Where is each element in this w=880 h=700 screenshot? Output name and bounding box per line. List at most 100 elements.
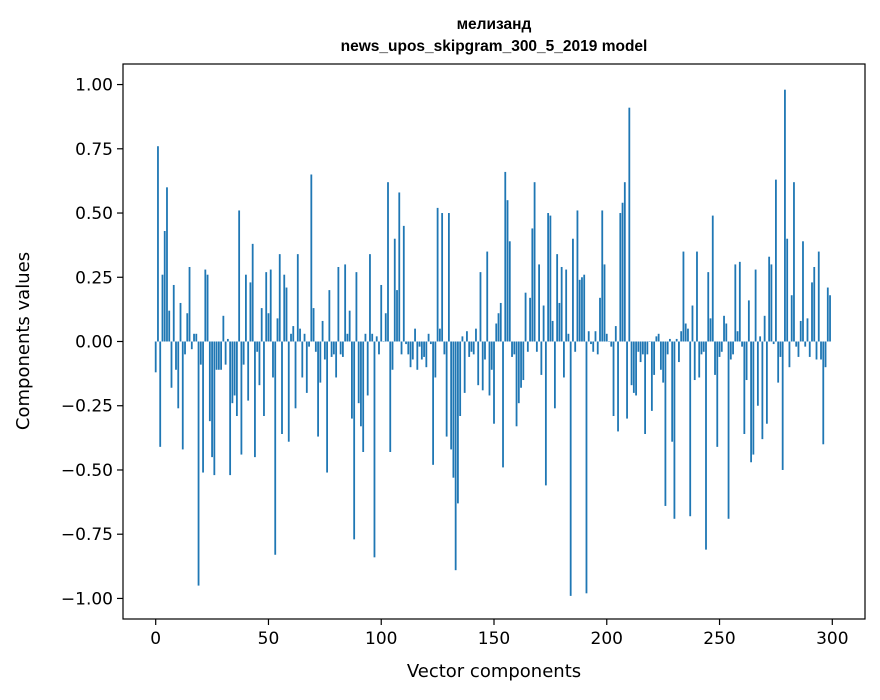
bar-component-266 xyxy=(755,270,757,342)
bar-component-117 xyxy=(419,342,421,347)
y-tick-label: −0.75 xyxy=(61,525,113,545)
y-tick-label: −1.00 xyxy=(61,589,113,609)
bar-component-259 xyxy=(739,262,741,342)
bar-component-257 xyxy=(734,264,736,341)
y-tick-label: −0.25 xyxy=(61,397,113,417)
bar-component-194 xyxy=(592,342,594,352)
bar-component-121 xyxy=(428,334,430,342)
bar-component-109 xyxy=(401,342,403,355)
bar-component-202 xyxy=(610,342,612,347)
bar-component-78 xyxy=(331,342,333,357)
bar-component-128 xyxy=(443,342,445,355)
bar-component-200 xyxy=(606,334,608,342)
bar-component-139 xyxy=(468,342,470,357)
bar-component-220 xyxy=(651,342,653,411)
bar-component-281 xyxy=(789,342,791,368)
chart-title: мелизанд xyxy=(457,16,532,33)
bar-component-148 xyxy=(489,342,491,396)
bar-component-34 xyxy=(231,342,233,404)
bar-component-0 xyxy=(155,342,157,373)
bar-component-39 xyxy=(243,342,245,365)
y-tick-label: 0.25 xyxy=(75,268,113,288)
bar-component-204 xyxy=(615,326,617,341)
bar-component-240 xyxy=(696,252,698,342)
bar-component-173 xyxy=(545,342,547,486)
bar-component-221 xyxy=(653,342,655,375)
bar-component-197 xyxy=(599,298,601,342)
bar-component-123 xyxy=(432,342,434,465)
bar-component-265 xyxy=(752,342,754,455)
bar-component-163 xyxy=(522,342,524,381)
bar-component-292 xyxy=(813,267,815,342)
bar-component-91 xyxy=(360,342,362,427)
bar-component-28 xyxy=(218,342,220,370)
bar-component-125 xyxy=(437,208,439,342)
bar-component-76 xyxy=(326,342,328,473)
bar-component-172 xyxy=(543,306,545,342)
bar-component-294 xyxy=(818,252,820,342)
bar-component-234 xyxy=(683,252,685,342)
bar-component-272 xyxy=(768,257,770,342)
bar-component-80 xyxy=(335,342,337,378)
bar-component-263 xyxy=(748,300,750,341)
bar-component-288 xyxy=(804,342,806,347)
bar-component-111 xyxy=(405,342,407,345)
bar-component-243 xyxy=(703,342,705,352)
bar-component-147 xyxy=(486,252,488,342)
bar-component-146 xyxy=(484,342,486,360)
x-tick-label: 100 xyxy=(365,629,397,649)
bar-component-87 xyxy=(351,342,353,419)
x-tick-label: 150 xyxy=(478,629,510,649)
bar-component-46 xyxy=(259,342,261,386)
bar-component-233 xyxy=(680,331,682,341)
bar-component-23 xyxy=(207,275,209,342)
bar-component-206 xyxy=(619,213,621,341)
bar-component-69 xyxy=(310,174,312,341)
bar-component-149 xyxy=(491,342,493,370)
bar-component-255 xyxy=(730,342,732,360)
bar-component-212 xyxy=(633,342,635,393)
bar-component-157 xyxy=(509,241,511,341)
bar-component-135 xyxy=(459,342,461,417)
y-tick-label: 0.75 xyxy=(75,140,113,160)
bar-component-264 xyxy=(750,342,752,463)
bar-component-51 xyxy=(270,270,272,342)
bar-component-179 xyxy=(559,303,561,342)
bar-component-291 xyxy=(811,282,813,341)
bar-component-134 xyxy=(457,342,459,504)
bar-component-217 xyxy=(644,342,646,435)
bar-component-9 xyxy=(175,342,177,370)
bar-component-89 xyxy=(356,272,358,341)
bar-component-293 xyxy=(816,342,818,360)
bar-component-269 xyxy=(761,342,763,440)
bar-component-299 xyxy=(829,295,831,341)
bar-component-48 xyxy=(263,342,265,417)
bar-component-181 xyxy=(563,342,565,378)
bar-component-112 xyxy=(407,342,409,355)
bar-component-70 xyxy=(313,308,315,341)
bar-component-260 xyxy=(741,342,743,347)
bar-component-49 xyxy=(265,272,267,341)
bar-component-188 xyxy=(579,280,581,342)
bar-component-286 xyxy=(800,321,802,342)
bar-component-253 xyxy=(725,324,727,342)
bar-component-113 xyxy=(410,342,412,368)
bar-component-116 xyxy=(416,342,418,370)
bar-component-229 xyxy=(671,342,673,442)
bar-component-213 xyxy=(635,342,637,396)
bar-component-238 xyxy=(692,306,694,342)
bar-component-287 xyxy=(802,241,804,341)
bar-component-176 xyxy=(552,321,554,342)
bar-component-124 xyxy=(434,342,436,378)
bar-component-152 xyxy=(498,313,500,341)
bar-component-228 xyxy=(669,339,671,342)
bar-component-167 xyxy=(531,228,533,341)
x-tick-label: 200 xyxy=(591,629,623,649)
bar-component-296 xyxy=(822,342,824,445)
bar-component-241 xyxy=(698,342,700,378)
bar-component-10 xyxy=(177,342,179,409)
bar-component-8 xyxy=(173,285,175,342)
bar-component-71 xyxy=(315,342,317,352)
bar-component-183 xyxy=(568,334,570,342)
